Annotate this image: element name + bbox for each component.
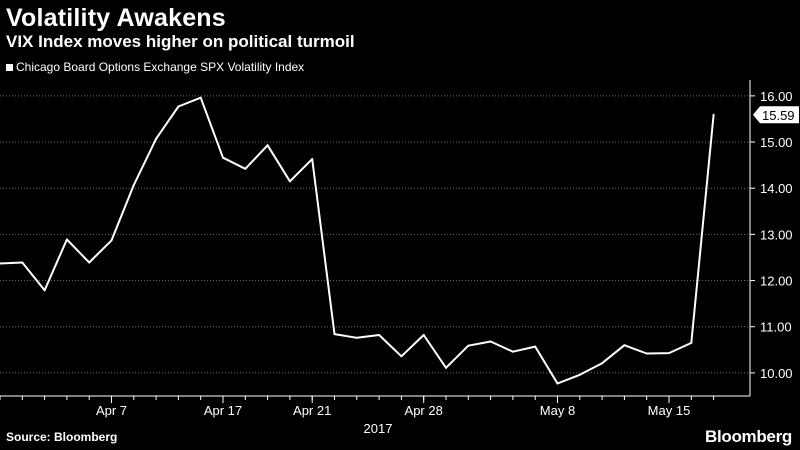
last-value-label: 15.59: [762, 108, 795, 123]
data-point: [645, 352, 648, 355]
legend-swatch: [6, 63, 13, 71]
data-point: [288, 180, 291, 183]
data-point: [266, 144, 269, 147]
data-point: [132, 183, 135, 186]
data-point: [43, 289, 46, 292]
x-tick-label: May 15: [648, 403, 691, 418]
chart-title: Volatility Awakens: [6, 4, 226, 32]
y-tick-label: 11.00: [760, 320, 792, 335]
data-point: [467, 344, 470, 347]
source-note: Source: Bloomberg: [6, 430, 118, 444]
data-point: [578, 373, 581, 376]
data-point: [378, 334, 381, 337]
y-tick-label: 12.00: [760, 274, 793, 289]
data-point: [244, 167, 247, 170]
data-point: [400, 355, 403, 358]
data-point: [445, 366, 447, 369]
data-point: [668, 352, 670, 355]
legend-label: Chicago Board Options Exchange SPX Volat…: [16, 60, 305, 74]
bloomberg-logo: Bloomberg: [704, 427, 792, 446]
data-point: [0, 262, 1, 265]
series-line: [0, 96, 715, 385]
data-point: [110, 239, 113, 242]
y-tick-label: 10.00: [760, 366, 793, 381]
data-point: [155, 137, 158, 140]
data-point: [422, 334, 425, 337]
data-point: [534, 345, 537, 348]
x-tick-label: May 8: [540, 403, 575, 418]
data-point: [712, 113, 715, 116]
x-axis-label: 2017: [364, 421, 393, 436]
y-tick-label: 16.00: [760, 89, 793, 104]
last-value-badge: [753, 106, 799, 124]
x-tick-label: Apr 21: [293, 403, 331, 418]
data-point: [311, 158, 314, 161]
legend: Chicago Board Options Exchange SPX Volat…: [6, 60, 304, 74]
data-point: [623, 344, 626, 347]
x-tick-label: Apr 7: [96, 403, 127, 418]
data-point: [489, 340, 492, 343]
data-point: [222, 156, 224, 159]
x-tick-label: Apr 17: [204, 403, 242, 418]
data-point: [690, 341, 693, 344]
data-point: [65, 238, 68, 241]
data-point: [556, 382, 559, 385]
x-tick-label: Apr 28: [405, 403, 443, 418]
y-tick-label: 15.00: [760, 135, 793, 150]
data-point: [88, 261, 91, 264]
data-point: [333, 333, 336, 336]
data-point: [21, 261, 24, 264]
y-tick-label: 13.00: [760, 227, 793, 242]
data-point: [355, 336, 358, 339]
data-point: [177, 105, 180, 108]
data-point: [199, 96, 202, 99]
data-point: [601, 362, 604, 365]
data-point: [511, 350, 514, 353]
chart-subtitle: VIX Index moves higher on political turm…: [6, 32, 355, 51]
y-tick-label: 14.00: [760, 181, 793, 196]
